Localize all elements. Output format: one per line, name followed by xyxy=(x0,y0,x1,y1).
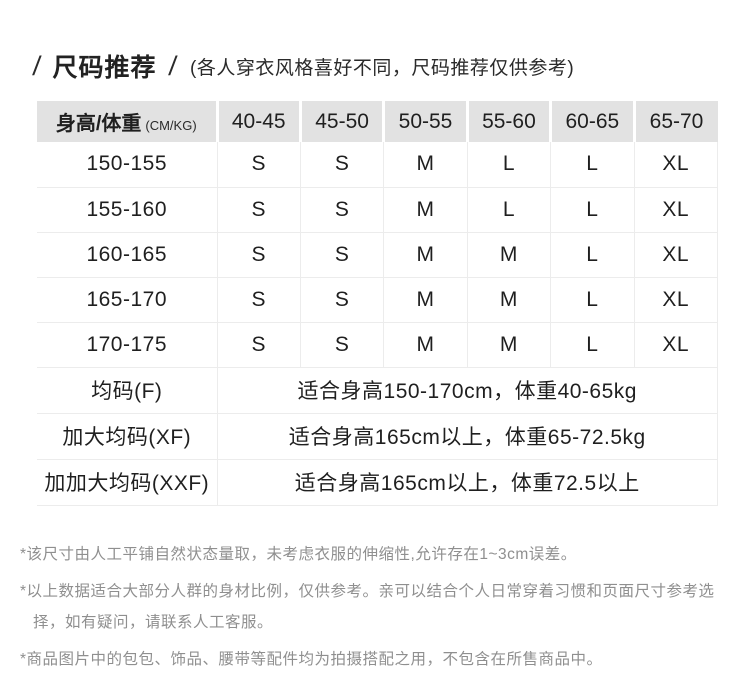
size-cell: L xyxy=(550,277,635,323)
footnote: *该尺寸由人工平铺自然状态量取，未考虑衣服的伸缩性,允许存在1~3cm误差。 xyxy=(20,539,732,570)
table-row: 155-160 S S M L L XL xyxy=(37,187,719,233)
footnote-line: *以上数据适合大部分人群的身材比例，仅供参考。亲可以结合个人日常穿着习惯和页面尺… xyxy=(20,582,715,600)
one-size-description: 适合身高165cm以上，体重72.5以上 xyxy=(217,459,718,506)
one-size-row: 加加大均码(XXF) 适合身高165cm以上，体重72.5以上 xyxy=(37,459,718,506)
one-size-description: 适合身高150-170cm，体重40-65kg xyxy=(217,367,718,414)
one-size-label: 均码(F) xyxy=(37,367,218,414)
footnote: *商品图片中的包包、饰品、腰带等配件均为拍摄搭配之用，不包含在所售商品中。 xyxy=(20,644,732,675)
header-weight-col: 60-65 xyxy=(550,101,636,142)
header-weight-col: 65-70 xyxy=(634,101,718,142)
table-row: 170-175 S S M M L XL xyxy=(37,322,719,368)
size-cell: L xyxy=(467,142,552,188)
size-cell: S xyxy=(300,277,385,323)
size-cell: M xyxy=(467,232,552,278)
size-cell: M xyxy=(383,277,468,323)
table-row: 160-165 S S M M L XL xyxy=(37,232,719,278)
header-height-weight: 身高/体重 (CM/KG) xyxy=(37,101,219,142)
one-size-row: 均码(F) 适合身高150-170cm，体重40-65kg xyxy=(37,367,718,414)
one-size-label: 加加大均码(XXF) xyxy=(37,459,218,506)
header-weight-col: 40-45 xyxy=(217,101,302,142)
table-row: 165-170 S S M M L XL xyxy=(37,277,719,323)
header-weight-col: 55-60 xyxy=(467,101,553,142)
size-cell: S xyxy=(300,322,385,368)
size-cell: XL xyxy=(634,277,719,323)
title-slash-left: / xyxy=(31,50,43,81)
size-cell: XL xyxy=(634,232,719,278)
height-range-cell: 155-160 xyxy=(37,187,218,233)
header-unit: (CM/KG) xyxy=(145,118,197,133)
size-cell: M xyxy=(467,322,552,368)
one-size-description: 适合身高165cm以上，体重65-72.5kg xyxy=(217,413,718,460)
size-cell: L xyxy=(467,187,552,233)
size-cell: S xyxy=(300,187,385,233)
height-range-cell: 160-165 xyxy=(37,232,218,278)
size-cell: S xyxy=(300,232,385,278)
one-size-row: 加大均码(XF) 适合身高165cm以上，体重65-72.5kg xyxy=(37,413,718,460)
size-cell: S xyxy=(217,187,301,233)
height-range-cell: 170-175 xyxy=(37,322,218,368)
footnote: *以上数据适合大部分人群的身材比例，仅供参考。亲可以结合个人日常穿着习惯和页面尺… xyxy=(20,576,732,638)
section-title-row: / 尺码推荐 / (各人穿衣风格喜好不同，尺码推荐仅供参考) xyxy=(0,0,750,84)
size-cell: L xyxy=(550,142,635,188)
size-cell: M xyxy=(383,232,468,278)
size-cell: S xyxy=(217,232,301,278)
table-row: 150-155 S S M L L XL xyxy=(37,142,719,188)
height-range-cell: 150-155 xyxy=(37,142,218,188)
size-cell: S xyxy=(217,142,301,188)
footnote-line: *该尺寸由人工平铺自然状态量取，未考虑衣服的伸缩性,允许存在1~3cm误差。 xyxy=(20,545,577,563)
size-cell: M xyxy=(383,322,468,368)
table-header-row: 身高/体重 (CM/KG) 40-45 45-50 50-55 55-60 60-… xyxy=(37,101,718,142)
title-slash-right: / xyxy=(167,50,178,81)
size-cell: S xyxy=(300,142,385,188)
height-range-cell: 165-170 xyxy=(37,277,218,323)
size-cell: XL xyxy=(634,322,719,368)
size-cell: L xyxy=(550,187,635,233)
footnote-line: *商品图片中的包包、饰品、腰带等配件均为拍摄搭配之用，不包含在所售商品中。 xyxy=(20,650,603,668)
size-cell: S xyxy=(217,277,301,323)
size-table: 身高/体重 (CM/KG) 40-45 45-50 50-55 55-60 60-… xyxy=(37,101,719,506)
footnote-line: 择，如有疑问，请联系人工客服。 xyxy=(33,613,274,631)
header-weight-col: 50-55 xyxy=(383,101,469,142)
size-cell: M xyxy=(383,187,468,233)
footnotes: *该尺寸由人工平铺自然状态量取，未考虑衣服的伸缩性,允许存在1~3cm误差。 *… xyxy=(20,539,732,675)
size-cell: L xyxy=(550,322,635,368)
size-cell: M xyxy=(383,142,468,188)
size-cell: XL xyxy=(634,187,719,233)
page-title: 尺码推荐 xyxy=(52,54,157,82)
size-cell: S xyxy=(217,322,301,368)
size-cell: XL xyxy=(634,142,719,188)
size-cell: M xyxy=(467,277,552,323)
size-cell: L xyxy=(550,232,635,278)
header-weight-col: 45-50 xyxy=(300,101,386,142)
header-label: 身高/体重 xyxy=(55,113,142,135)
one-size-label: 加大均码(XF) xyxy=(37,413,218,460)
page-subtitle: (各人穿衣风格喜好不同，尺码推荐仅供参考) xyxy=(190,57,575,79)
